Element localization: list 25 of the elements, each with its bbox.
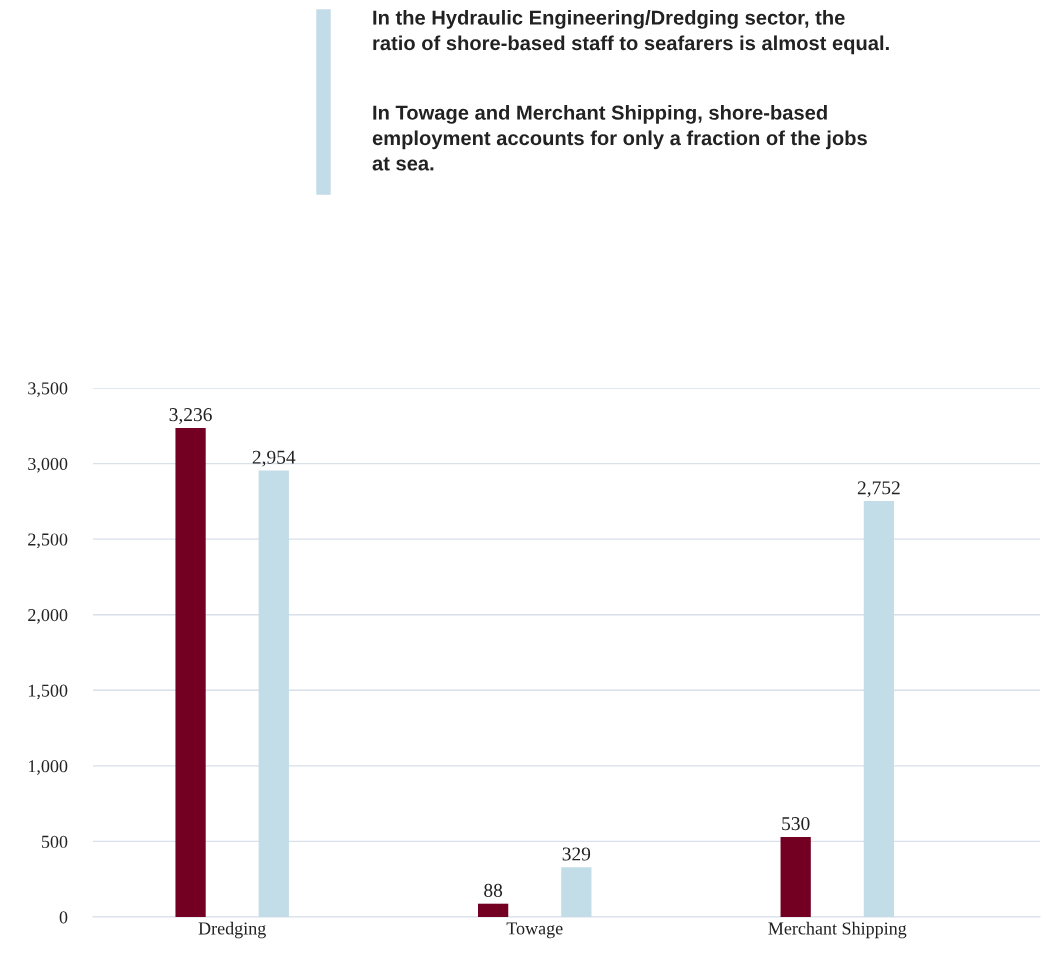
text: In the Hydraulic Engineering/Dredging sector, the ratio of shore-based staff to seafarers is almost equal. (373, 10, 889, 55)
data-label: 88 (484, 883, 503, 897)
y-tick-label: 2,500 (28, 533, 68, 549)
x-tick-label: Merchant Shipping (768, 921, 907, 939)
y-tick-label: 0 (59, 911, 68, 924)
data-label: 530 (782, 817, 810, 831)
y-tick-label: 1,000 (28, 760, 68, 775)
y-tick-label: 1,500 (28, 684, 68, 700)
y-tick-label: 3,500 (28, 382, 68, 398)
text: In Towage and Merchant Shipping, shore-based employment accounts for only a fraction of the jobs at sea. (372, 105, 867, 171)
x-tick-label: Towage (506, 922, 563, 939)
data-label: 2,752 (857, 481, 900, 498)
bar (175, 427, 206, 917)
y-tick-label: 500 (41, 835, 68, 848)
bar (863, 501, 895, 917)
bar (258, 470, 289, 917)
data-label: 3,236 (169, 408, 212, 424)
x-tick-label: Dredging (198, 921, 266, 939)
y-tick-label: 3,000 (28, 457, 68, 473)
bar (478, 903, 509, 917)
bar (561, 867, 592, 917)
y-tick-label: 2,000 (28, 608, 68, 624)
data-label: 329 (562, 847, 591, 861)
bar (780, 836, 811, 917)
data-label: 2,954 (252, 450, 296, 467)
